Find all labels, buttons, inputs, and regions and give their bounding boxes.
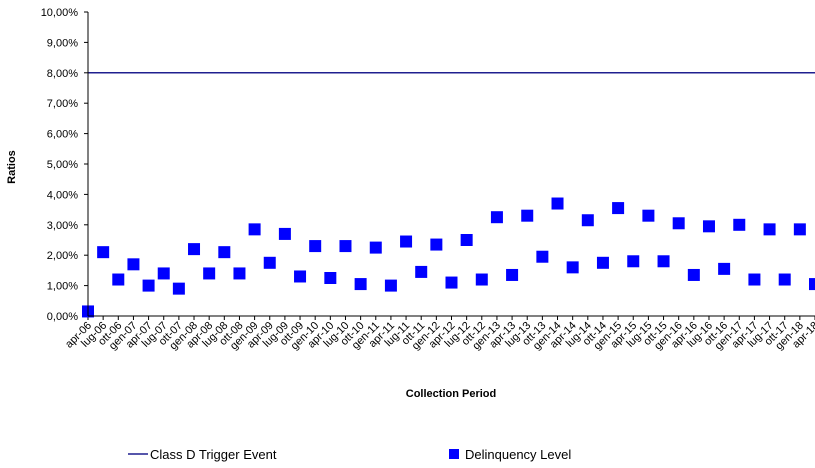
delinquency-point xyxy=(642,209,655,222)
y-tick-label: 6,00% xyxy=(47,129,78,141)
delinquency-point xyxy=(490,211,503,224)
delinquency-point xyxy=(612,202,625,215)
delinquency-point xyxy=(324,272,337,284)
delinquency-point xyxy=(763,223,776,236)
delinquency-point xyxy=(475,273,488,286)
legend-item-trigger: Class D Trigger Event xyxy=(128,447,277,462)
delinquency-point xyxy=(581,214,594,227)
legend: Class D Trigger Event Delinquency Level xyxy=(128,447,571,462)
delinquency-point xyxy=(793,223,806,236)
delinquency-point xyxy=(354,278,367,291)
delinquency-point xyxy=(233,267,246,280)
delinquency-point xyxy=(384,279,397,292)
delinquency-point xyxy=(687,268,700,281)
delinquency-point xyxy=(536,250,549,263)
y-tick-label: 4,00% xyxy=(47,189,78,201)
delinquency-point xyxy=(188,243,201,256)
delinquency-point xyxy=(218,246,231,259)
y-axis-title: Ratios xyxy=(6,150,18,184)
legend-marker-swatch xyxy=(449,449,459,459)
delinquency-point xyxy=(203,267,216,280)
y-tick-label: 2,00% xyxy=(47,250,78,262)
delinquency-point xyxy=(778,273,791,286)
delinquency-point xyxy=(339,240,352,253)
delinquency-point xyxy=(127,258,140,271)
delinquency-point xyxy=(809,278,815,291)
legend-label-delinquency: Delinquency Level xyxy=(465,447,571,462)
delinquency-point xyxy=(248,223,261,236)
y-tick-label: 1,00% xyxy=(47,281,78,293)
delinquency-point xyxy=(263,256,276,269)
legend-label-trigger: Class D Trigger Event xyxy=(150,447,277,462)
delinquency-point xyxy=(400,235,413,248)
delinquency-point xyxy=(551,197,564,210)
y-tick-label: 9,00% xyxy=(47,37,78,49)
delinquency-point xyxy=(430,238,443,251)
delinquency-point xyxy=(157,267,170,280)
delinquency-point xyxy=(672,217,685,230)
legend-item-delinquency: Delinquency Level xyxy=(449,447,571,462)
delinquency-point xyxy=(627,255,640,268)
y-tick-label: 5,00% xyxy=(47,159,78,171)
delinquency-point xyxy=(506,268,519,281)
delinquency-point xyxy=(142,279,155,292)
delinquency-point xyxy=(309,240,322,253)
delinquency-point xyxy=(172,282,185,295)
delinquency-point xyxy=(657,255,670,268)
x-axis-ticks: apr-06lug-06ott-06gen-07apr-07lug-07ott-… xyxy=(63,316,815,352)
delinquency-point xyxy=(415,265,428,278)
delinquency-point xyxy=(294,270,307,283)
delinquency-point xyxy=(702,220,715,233)
delinquency-point xyxy=(460,234,473,246)
y-axis-ticks: 0,00% 1,00% 2,00% 3,00% 4,00% 5,00% 6,00% 7,00%… xyxy=(41,7,88,323)
delinquency-point xyxy=(748,273,761,286)
delinquency-point xyxy=(369,241,382,254)
delinquency-point xyxy=(112,273,125,286)
delinquency-point xyxy=(445,276,458,289)
delinquency-point xyxy=(521,209,534,222)
delinquency-point xyxy=(278,227,291,240)
y-tick-label: 0,00% xyxy=(47,311,78,323)
delinquency-point xyxy=(97,246,110,259)
y-tick-label: 8,00% xyxy=(47,68,78,80)
y-tick-label: 7,00% xyxy=(47,98,78,110)
x-axis-title: Collection Period xyxy=(406,388,496,400)
delinquency-point xyxy=(733,218,746,231)
y-tick-label: 3,00% xyxy=(47,220,78,232)
delinquency-point xyxy=(718,262,731,275)
y-tick-label: 10,00% xyxy=(41,7,79,19)
delinquency-point xyxy=(596,256,609,269)
delinquency-point xyxy=(566,261,579,274)
plot-area xyxy=(82,72,815,318)
